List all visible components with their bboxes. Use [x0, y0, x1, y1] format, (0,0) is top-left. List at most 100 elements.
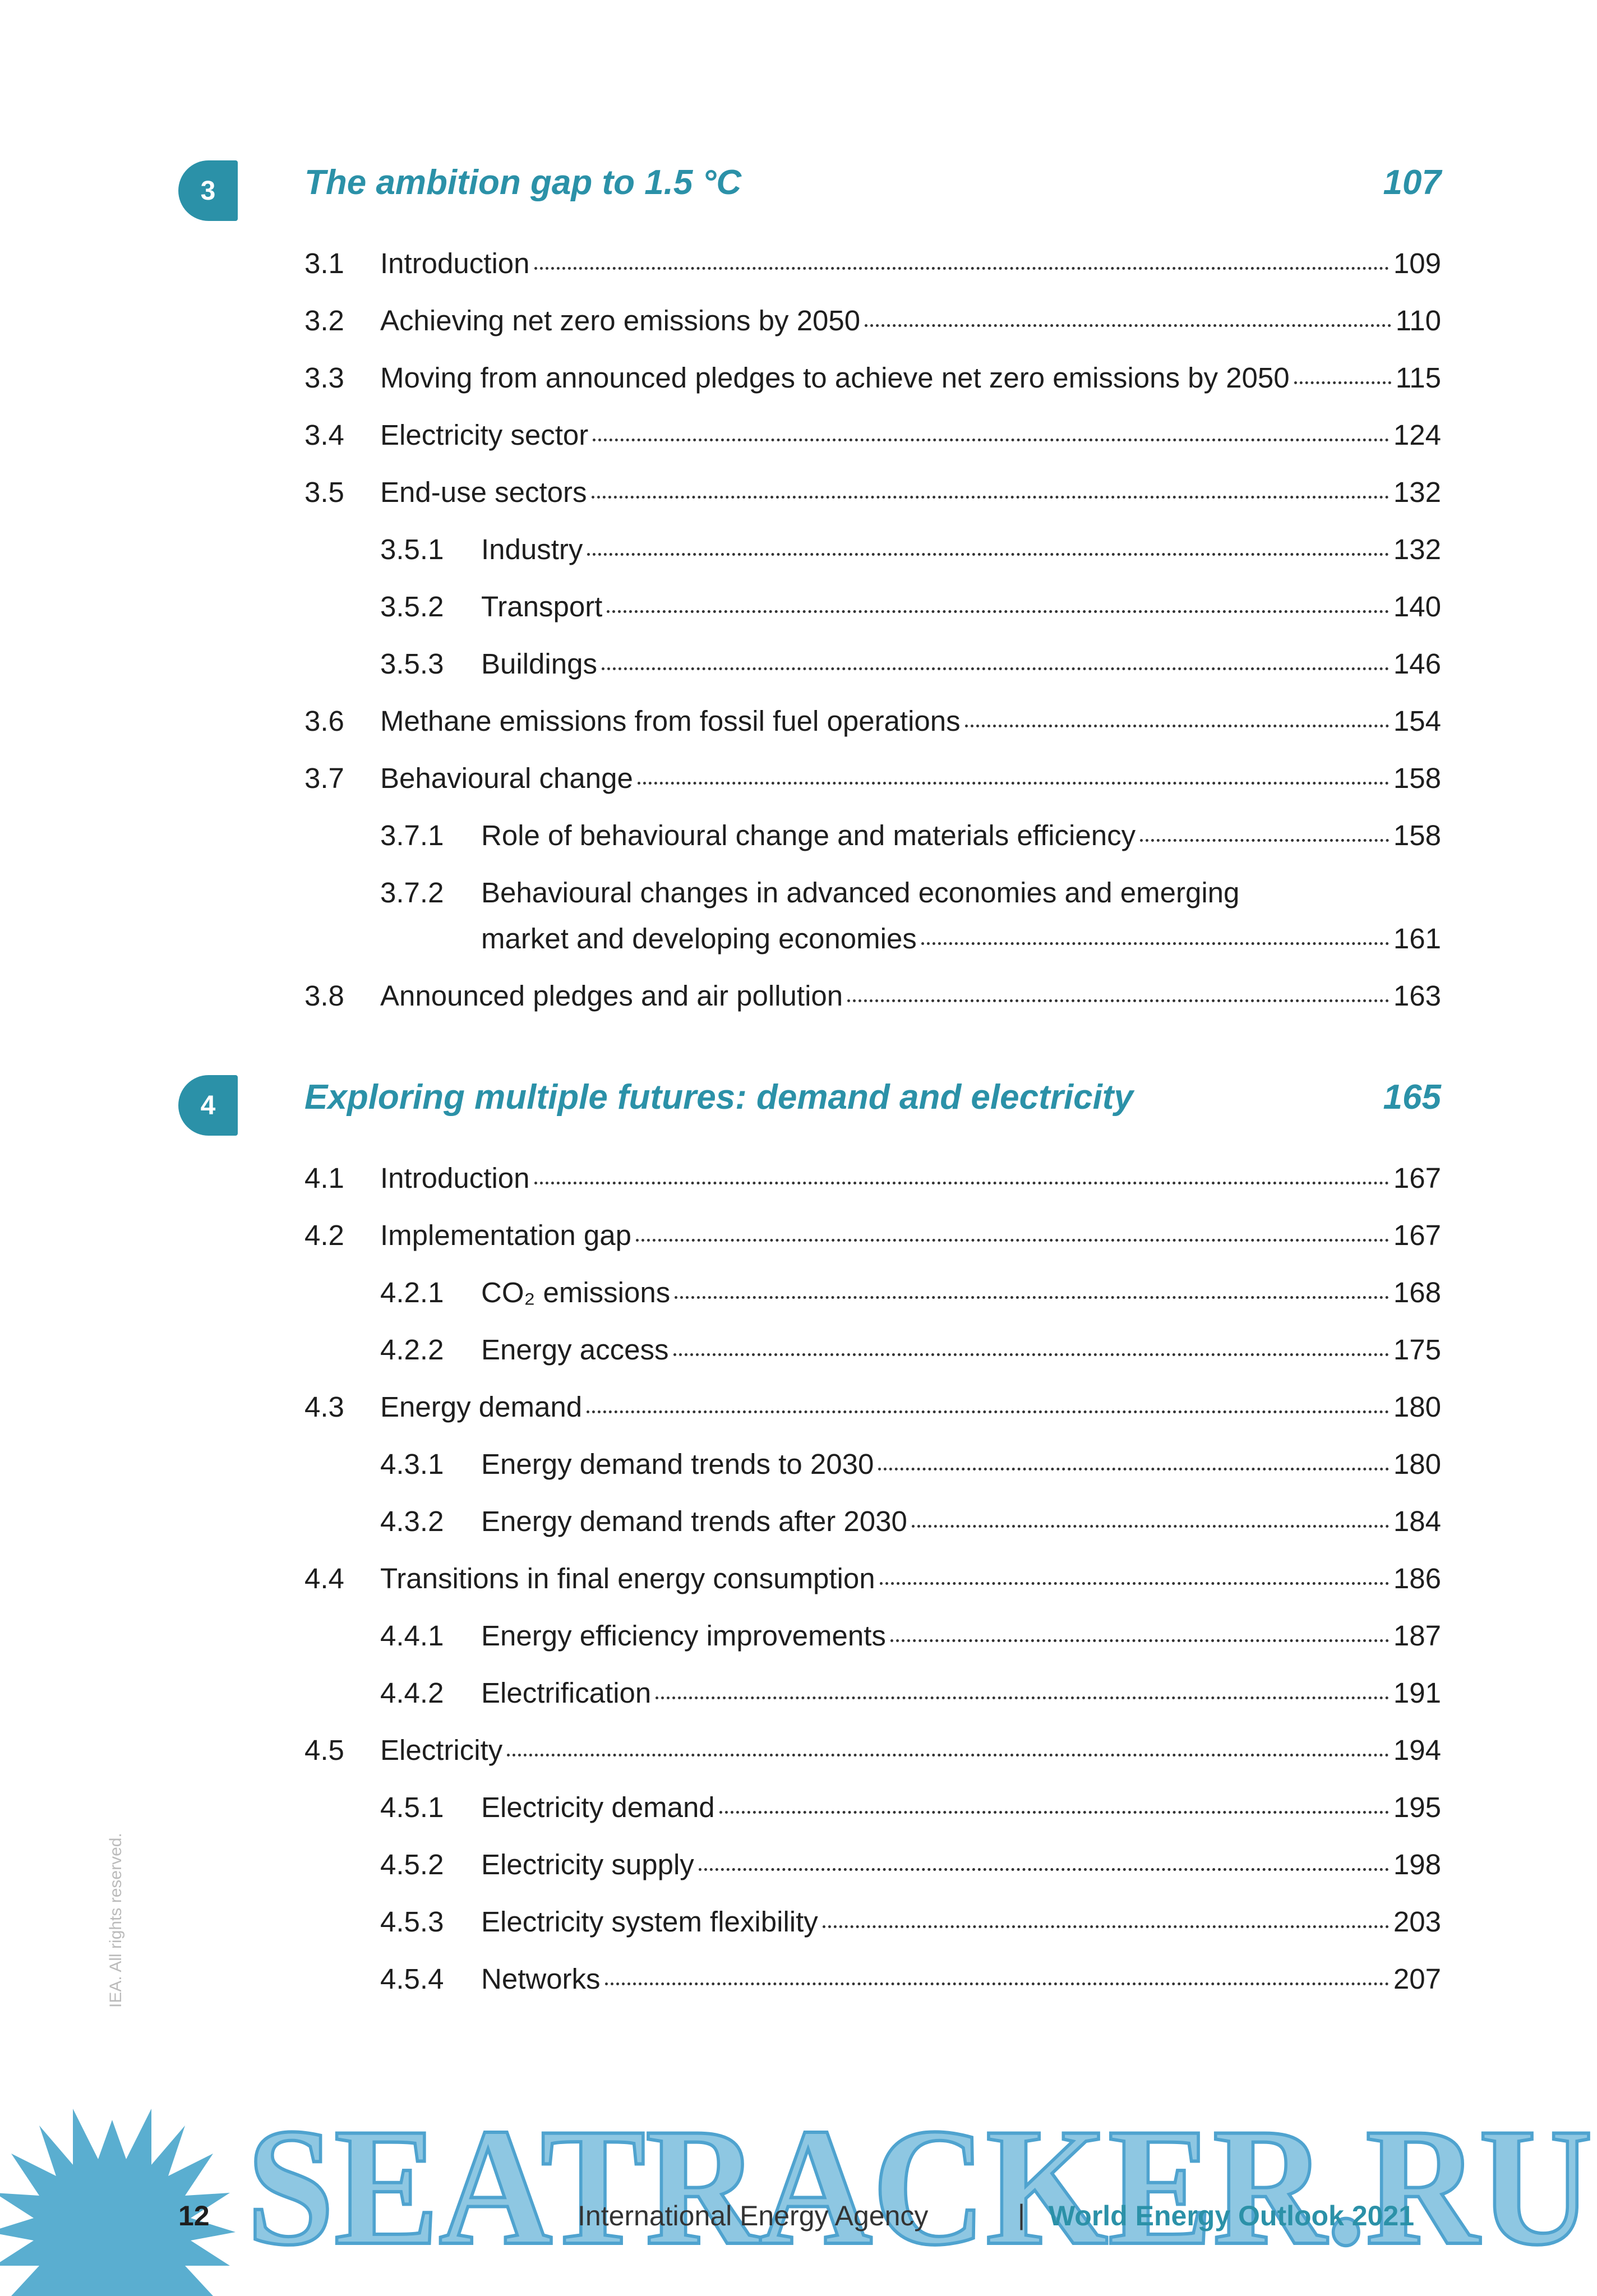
- entry-page: 207: [1393, 1963, 1441, 1995]
- toc-row: 3.8 Announced pledges and air pollution 16…: [304, 979, 1441, 1012]
- toc-row: 4.2.1 CO₂ emissions 168: [380, 1276, 1441, 1309]
- toc-row: 4.5.3 Electricity system flexibility 203: [380, 1905, 1441, 1938]
- entry-page: 187: [1393, 1620, 1441, 1652]
- entry-number: 3.7.2: [380, 877, 444, 909]
- entry-title: market and developing economies: [481, 923, 917, 955]
- entry-number: 4.4.2: [380, 1677, 444, 1709]
- entry-number: 3.7: [304, 762, 344, 794]
- dot-leader: [637, 782, 1389, 785]
- chapter-page: 165: [1383, 1078, 1441, 1117]
- toc-row: 4.4 Transitions in final energy consumpti…: [304, 1562, 1441, 1595]
- entry-title: Energy efficiency improvements: [481, 1620, 886, 1652]
- toc-row: 4.5.4 Networks 207: [380, 1962, 1441, 1995]
- entry-title: End-use sectors: [380, 476, 587, 508]
- entry-title: Transport: [481, 591, 603, 623]
- toc-row: 4.3 Energy demand 180: [304, 1390, 1441, 1423]
- toc-row: market and developing economies 161: [481, 922, 1441, 955]
- entry-title: Behavioural change: [380, 762, 633, 794]
- dot-leader: [656, 1696, 1389, 1699]
- dot-leader: [847, 999, 1389, 1002]
- toc-row: 3.7.1 Role of behavioural change and mate…: [380, 819, 1441, 852]
- entry-title: Electricity supply: [481, 1848, 694, 1880]
- entry-page: 194: [1393, 1734, 1441, 1766]
- toc-row: 3.5.1 Industry 132: [380, 533, 1441, 566]
- entry-title: Electricity: [380, 1734, 503, 1766]
- dot-leader: [534, 1182, 1389, 1184]
- publisher: International Energy Agency: [578, 2200, 929, 2232]
- chapter-heading: The ambition gap to 1.5 °C 107: [304, 163, 1441, 202]
- toc-row: 3.5.3 Buildings 146: [380, 647, 1441, 680]
- toc-row: 3.5 End-use sectors 132: [304, 476, 1441, 509]
- entry-title: Energy demand trends to 2030: [481, 1448, 874, 1480]
- entry-title: Electricity sector: [380, 419, 589, 451]
- entry-page: 184: [1393, 1505, 1441, 1537]
- entry-page: 203: [1393, 1906, 1441, 1938]
- entry-title: CO₂ emissions: [481, 1276, 671, 1308]
- entry-number: 3.6: [304, 705, 344, 737]
- dot-leader: [921, 942, 1389, 945]
- watermark: SEATRACKER.RU: [247, 2094, 1593, 2280]
- dot-leader: [591, 496, 1389, 499]
- dot-leader: [890, 1639, 1389, 1642]
- entry-title: Introduction: [380, 247, 530, 279]
- entry-number: 4.1: [304, 1162, 344, 1194]
- toc-row: 3.7.2 Behavioural changes in advanced eco…: [380, 876, 1441, 909]
- dot-leader: [593, 439, 1389, 441]
- entry-number: 3.3: [304, 362, 344, 394]
- entry-page: 140: [1393, 591, 1441, 623]
- entry-title: Achieving net zero emissions by 2050: [380, 305, 861, 336]
- dot-leader: [822, 1925, 1389, 1928]
- entry-page: 186: [1393, 1562, 1441, 1594]
- entry-title: Electricity system flexibility: [481, 1906, 818, 1938]
- toc-row: 4.5.1 Electricity demand 195: [380, 1791, 1441, 1824]
- entry-title: Energy demand: [380, 1391, 583, 1423]
- rights-note: IEA. All rights reserved.: [107, 1833, 125, 2008]
- entry-number: 3.5.3: [380, 648, 444, 680]
- entry-page: 161: [1393, 923, 1441, 955]
- entry-number: 3.5.1: [380, 533, 444, 565]
- separator: |: [1018, 2199, 1025, 2230]
- dot-leader: [635, 1239, 1389, 1242]
- entry-number: 4.4: [304, 1562, 344, 1594]
- entry-title: Introduction: [380, 1162, 530, 1194]
- page-number: 12: [178, 2200, 210, 2232]
- toc-row: 3.1 Introduction 109: [304, 247, 1441, 280]
- dot-leader: [911, 1525, 1389, 1528]
- entry-number: 4.2: [304, 1219, 344, 1251]
- entry-page: 180: [1393, 1448, 1441, 1480]
- toc-row: 3.6 Methane emissions from fossil fuel op…: [304, 704, 1441, 737]
- entry-title: Implementation gap: [380, 1219, 631, 1251]
- entry-page: 115: [1395, 362, 1441, 394]
- entry-number: 4.2.2: [380, 1334, 444, 1366]
- entry-title: Behavioural changes in advanced economie…: [481, 877, 1240, 909]
- toc-row: 4.2.2 Energy access 175: [380, 1333, 1441, 1366]
- chapter-page: 107: [1383, 163, 1441, 202]
- entry-page: 175: [1393, 1334, 1441, 1366]
- entry-number: 3.4: [304, 419, 344, 451]
- entry-page: 198: [1393, 1848, 1441, 1880]
- entry-number: 4.3.1: [380, 1448, 444, 1480]
- dot-leader: [964, 725, 1389, 727]
- entry-page: 132: [1393, 533, 1441, 565]
- entry-number: 4.5.3: [380, 1906, 444, 1938]
- entry-title: Networks: [481, 1963, 601, 1995]
- toc-row: 4.5.2 Electricity supply 198: [380, 1848, 1441, 1881]
- entry-title: Role of behavioural change and materials…: [481, 819, 1136, 851]
- toc-row: 3.5.2 Transport 140: [380, 590, 1441, 623]
- entry-number: 4.5: [304, 1734, 344, 1766]
- entry-number: 4.3: [304, 1391, 344, 1423]
- entry-number: 4.5.1: [380, 1791, 444, 1823]
- entry-title: Energy demand trends after 2030: [481, 1505, 907, 1537]
- entry-title: Electricity demand: [481, 1791, 715, 1823]
- entry-number: 3.5.2: [380, 591, 444, 623]
- entry-page: 180: [1393, 1391, 1441, 1423]
- entry-page: 163: [1393, 980, 1441, 1012]
- entry-page: 168: [1393, 1276, 1441, 1308]
- chapter-badge: 4: [178, 1075, 238, 1136]
- entry-number: 4.5.2: [380, 1848, 444, 1880]
- dot-leader: [879, 1582, 1389, 1585]
- entry-page: 158: [1393, 762, 1441, 794]
- dot-leader: [601, 667, 1389, 670]
- entry-page: 167: [1393, 1162, 1441, 1194]
- entry-title: Buildings: [481, 648, 597, 680]
